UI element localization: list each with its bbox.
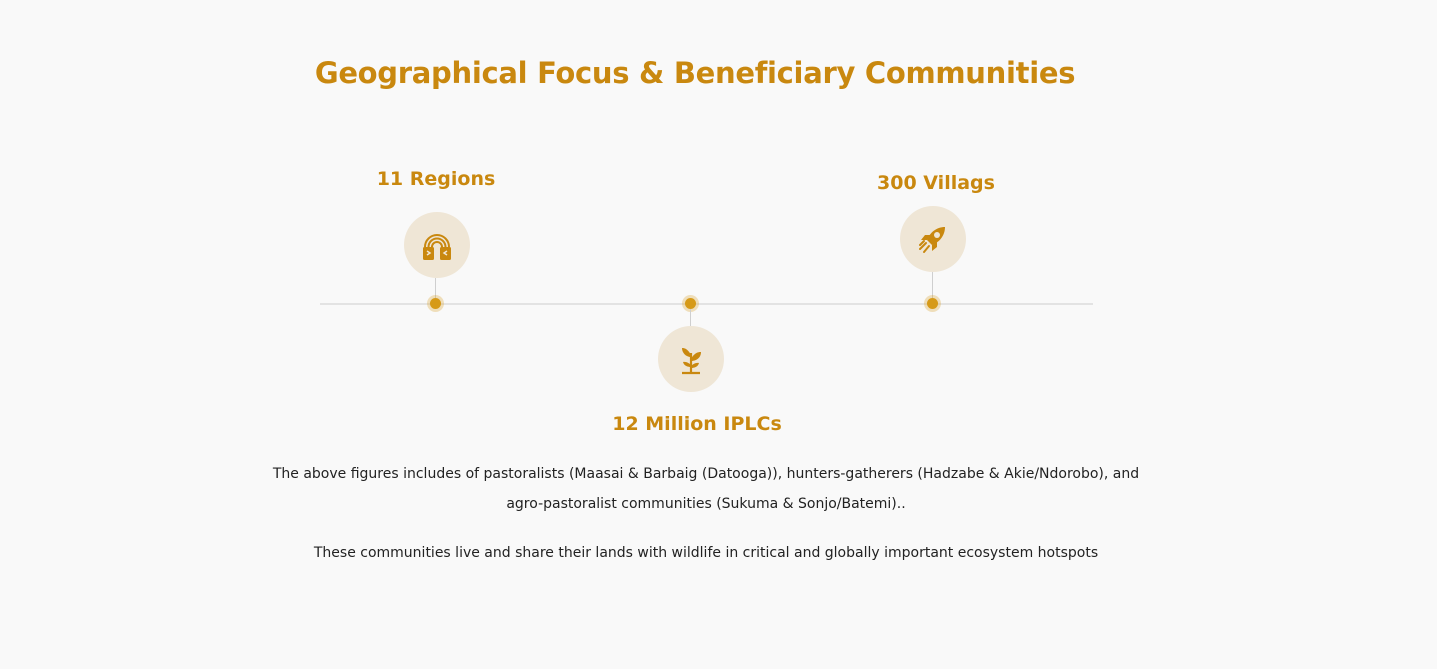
timeline-dot-regions: [430, 298, 441, 309]
rainbow-hands-icon: [423, 234, 451, 260]
stat-label-iplcs: 12 Million IPLCs: [612, 413, 782, 435]
stem-regions: [435, 278, 436, 298]
stat-icon-circle-villages: [900, 206, 966, 272]
timeline-dot-villages: [927, 298, 938, 309]
stat-icon-circle-regions: [404, 212, 470, 278]
section-title: Geographical Focus & Beneficiary Communi…: [314, 56, 1076, 90]
stat-label-villages: 300 Villags: [877, 172, 995, 194]
rocket-icon: [919, 227, 945, 253]
description-paragraph-1: The above figures includes of pastoralis…: [272, 466, 1140, 512]
stem-iplcs: [690, 309, 691, 326]
stat-icon-circle-iplcs: [658, 326, 724, 392]
stat-label-regions: 11 Regions: [376, 168, 496, 190]
description-paragraph-2: These communities live and share their l…: [313, 545, 1099, 561]
timeline-dot-iplcs: [685, 298, 696, 309]
sprout-icon: [682, 347, 701, 375]
timeline-line: [320, 303, 1093, 305]
stem-villages: [932, 272, 933, 298]
